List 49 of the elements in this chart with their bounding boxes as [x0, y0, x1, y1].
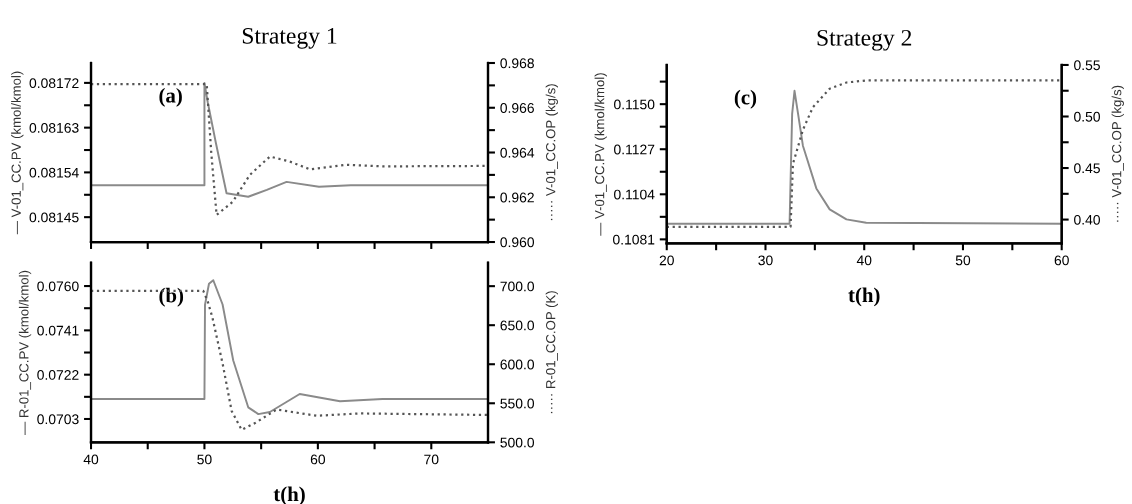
x-tick-label: 40	[83, 454, 99, 465]
y-tick-label: 0.1127	[614, 144, 655, 155]
x-tick-label: 50	[197, 454, 212, 465]
y-axis-title: — V-01_CC.PV (kmol/kmol)	[11, 71, 24, 235]
x-axis-title: t(h)	[848, 287, 880, 307]
y-tick-label: 0.0703	[37, 414, 79, 425]
y2-axis-title: ····· V-01_CC.OP (kg/s)	[1111, 85, 1124, 222]
x-tick-label: 20	[659, 255, 674, 266]
y-tick-label: 0.08172	[29, 78, 79, 89]
y2-tick-label: 0.55	[1074, 60, 1100, 71]
y2-axis-title: ····· R-01_CC.OP (K)	[545, 291, 558, 414]
y2-tick-label: 550.0	[500, 398, 535, 409]
y-tick-label: 0.1150	[614, 99, 655, 110]
y2-tick-label: 0.45	[1074, 163, 1100, 174]
y2-tick-label: 600.0	[500, 359, 535, 370]
y2-tick-label: 0.960	[500, 237, 535, 248]
x-tick-label: 50	[955, 255, 971, 266]
y-tick-label: 0.0760	[37, 281, 79, 292]
y-axis-title: — V-01_CC.PV (kmol/kmol)	[594, 73, 607, 236]
y-tick-label: 0.1104	[614, 189, 655, 200]
x-tick-label: 70	[424, 454, 439, 465]
x-tick-label: 60	[1054, 255, 1069, 266]
y2-tick-label: 650.0	[500, 320, 535, 331]
chart-title: Strategy 1	[242, 27, 337, 49]
y-tick-label: 0.0722	[37, 370, 79, 380]
y-axis-title: — R-01_CC.PV (kmol/kmol)	[18, 270, 32, 435]
x-tick-label: 40	[856, 255, 872, 266]
y2-axis-title: ····· V-01_CC.OP (kg/s)	[545, 84, 558, 221]
y-tick-label: 0.08163	[29, 122, 79, 133]
line-series	[91, 279, 489, 416]
y-tick-label: 0.1081	[613, 234, 655, 245]
y-tick-label: 0.08145	[29, 212, 79, 223]
annotation: (c)	[734, 89, 757, 109]
y-tick-label: 0.0741	[37, 325, 79, 336]
annotation: (a)	[159, 87, 182, 107]
x-tick-label: 30	[758, 255, 773, 266]
y2-tick-label: 0.966	[500, 103, 534, 113]
x-tick-label: 60	[310, 454, 326, 465]
y-tick-label: 0.08154	[29, 167, 79, 178]
y2-tick-label: 0.40	[1074, 214, 1100, 225]
chart-title: Strategy 2	[817, 29, 912, 51]
y2-tick-label: 0.964	[500, 147, 535, 158]
y2-tick-label: 500.0	[500, 437, 535, 448]
y2-tick-label: 700.0	[500, 281, 535, 292]
y2-tick-label: 0.962	[500, 192, 534, 203]
line-series	[91, 289, 489, 431]
annotation: (b)	[159, 287, 184, 307]
y2-tick-label: 0.968	[500, 58, 534, 69]
y2-tick-label: 0.50	[1074, 111, 1100, 122]
